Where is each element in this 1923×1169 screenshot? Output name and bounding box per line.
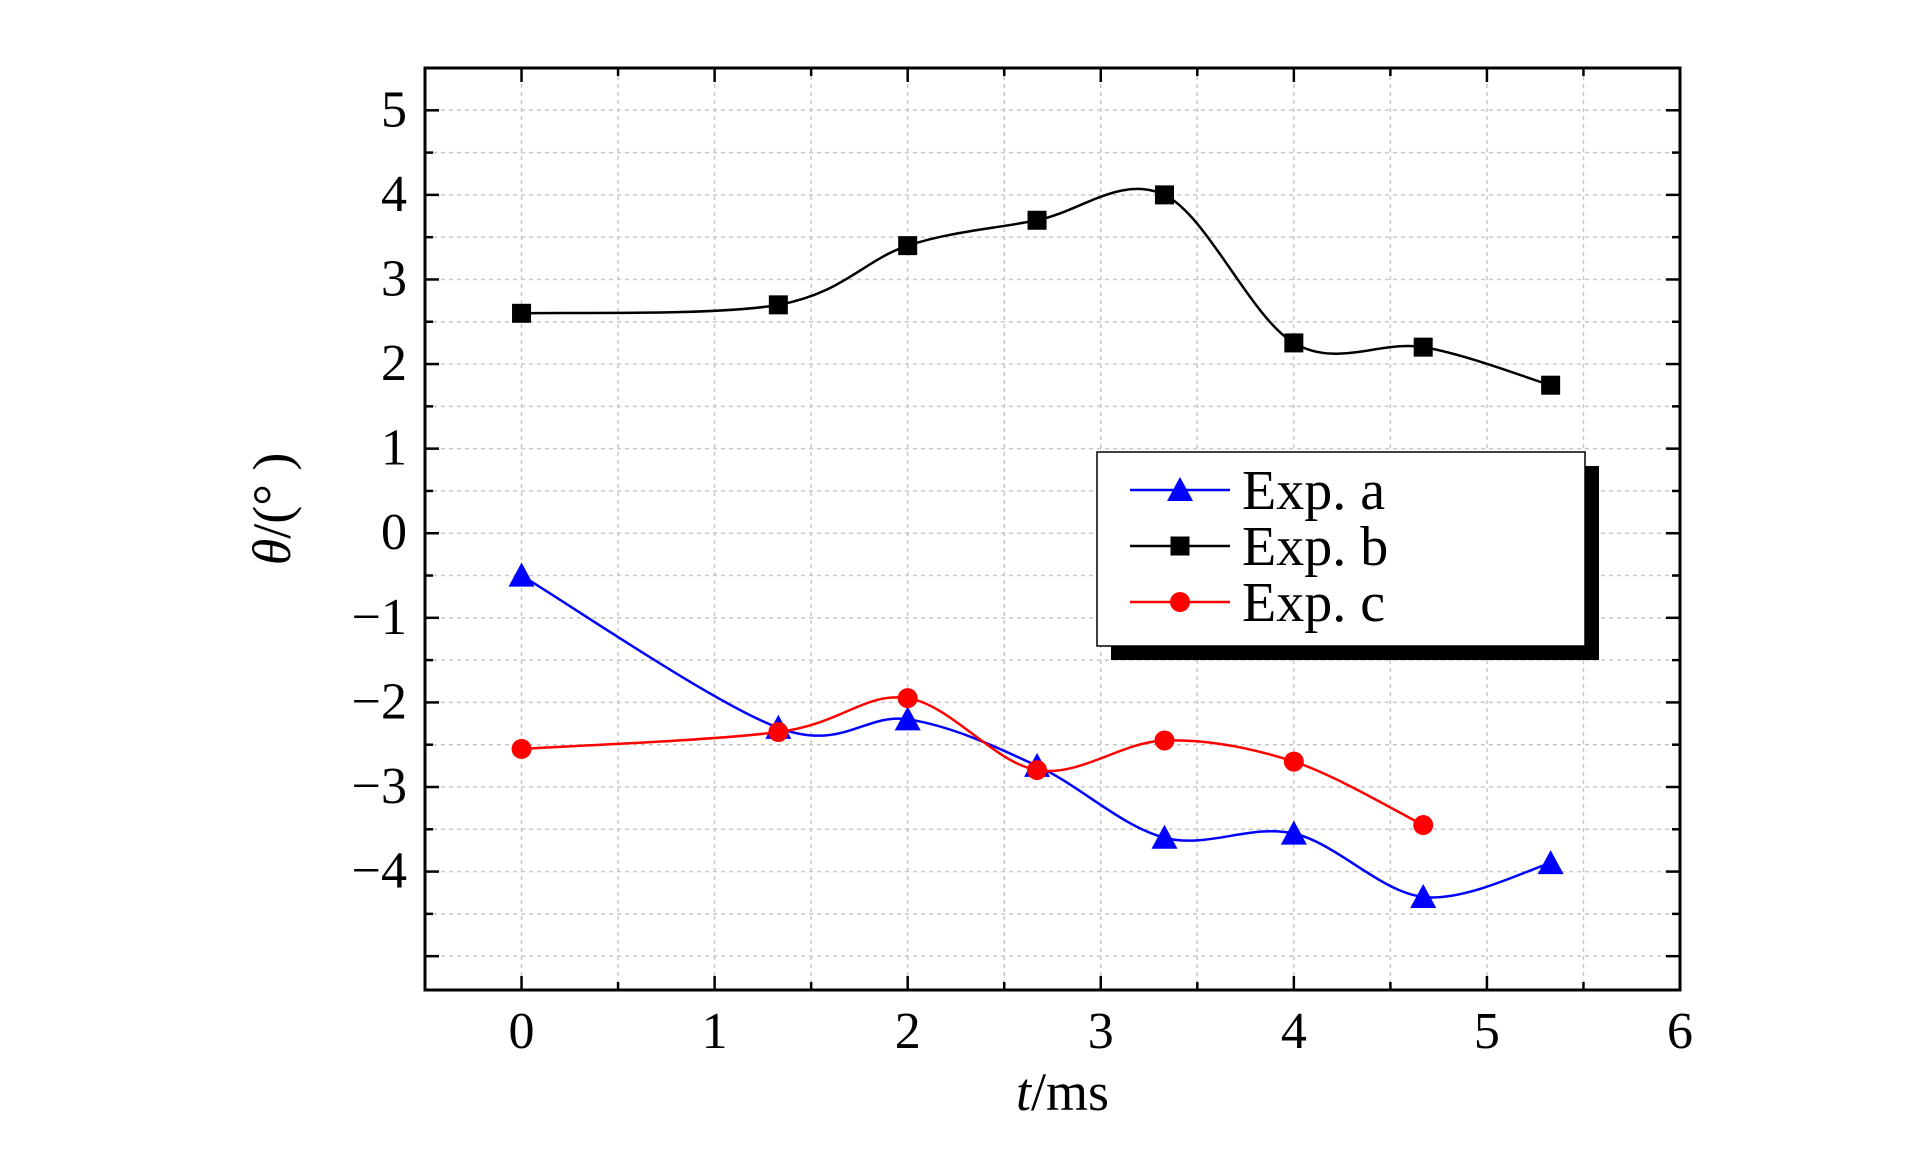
x-tick-label: 6 [1667, 1003, 1693, 1060]
y-tick-label: 0 [381, 504, 407, 561]
y-tick-label: 1 [381, 420, 407, 477]
data-point-exp-a [1280, 820, 1307, 845]
y-tick-label: 5 [381, 81, 407, 138]
plot-frame [423, 66, 1682, 992]
series-exp-b [512, 185, 1561, 395]
series-layer [508, 185, 1564, 909]
data-point-exp-a [1151, 824, 1178, 849]
y-tick-label: 2 [381, 335, 407, 392]
x-tick-label: 0 [509, 1003, 535, 1060]
data-point-exp-b [1413, 337, 1433, 357]
data-point-exp-c [1413, 815, 1434, 836]
data-point-exp-b [1154, 185, 1174, 205]
x-tick-label: 3 [1088, 1003, 1114, 1060]
data-point-exp-c [897, 688, 918, 709]
data-point-exp-c [511, 738, 532, 759]
legend-marker-exp-a [1167, 477, 1193, 502]
series-line-exp-a [520, 574, 1551, 899]
y-axis-title: θ/(° ) [242, 453, 302, 566]
data-point-exp-c [768, 722, 789, 743]
data-point-exp-a [1537, 850, 1564, 875]
data-point-exp-c [1027, 760, 1048, 781]
legend-label-exp-c: Exp. c [1242, 572, 1385, 634]
legend-label-exp-b: Exp. b [1242, 516, 1388, 578]
data-point-exp-b [512, 303, 532, 323]
data-point-exp-a [894, 706, 921, 731]
axis-ticks: 0 1 2 3 4 5 6 5 4 3 2 1 0 −1 −2 −3 −4 [352, 68, 1693, 1060]
data-point-exp-c [1154, 730, 1175, 751]
y-tick-label: −4 [352, 843, 407, 900]
data-point-exp-c [1283, 751, 1304, 772]
x-tick-label: 1 [702, 1003, 728, 1060]
x-tick-label: 4 [1281, 1003, 1307, 1060]
y-tick-label: −3 [352, 758, 407, 815]
x-tick-label: 2 [895, 1003, 921, 1060]
y-tick-label: 4 [381, 166, 407, 223]
y-tick-label: −2 [352, 673, 407, 730]
data-point-exp-b [1027, 210, 1047, 230]
data-point-exp-a [1410, 883, 1437, 909]
series-exp-c [511, 688, 1434, 836]
legend-label-exp-a: Exp. a [1242, 460, 1385, 522]
data-point-exp-b [1541, 375, 1561, 395]
grid [425, 68, 1680, 990]
y-tick-label: 3 [381, 250, 407, 307]
data-point-exp-b [1284, 333, 1304, 353]
x-axis-title: t/ms [1016, 1062, 1109, 1122]
legend-marker-exp-c [1170, 592, 1190, 612]
data-point-exp-a [508, 562, 535, 587]
data-point-exp-b [768, 295, 788, 315]
data-point-exp-b [898, 236, 918, 256]
y-tick-label: −1 [352, 589, 407, 646]
legend-marker-exp-b [1170, 536, 1190, 556]
x-tick-label: 5 [1474, 1003, 1500, 1060]
